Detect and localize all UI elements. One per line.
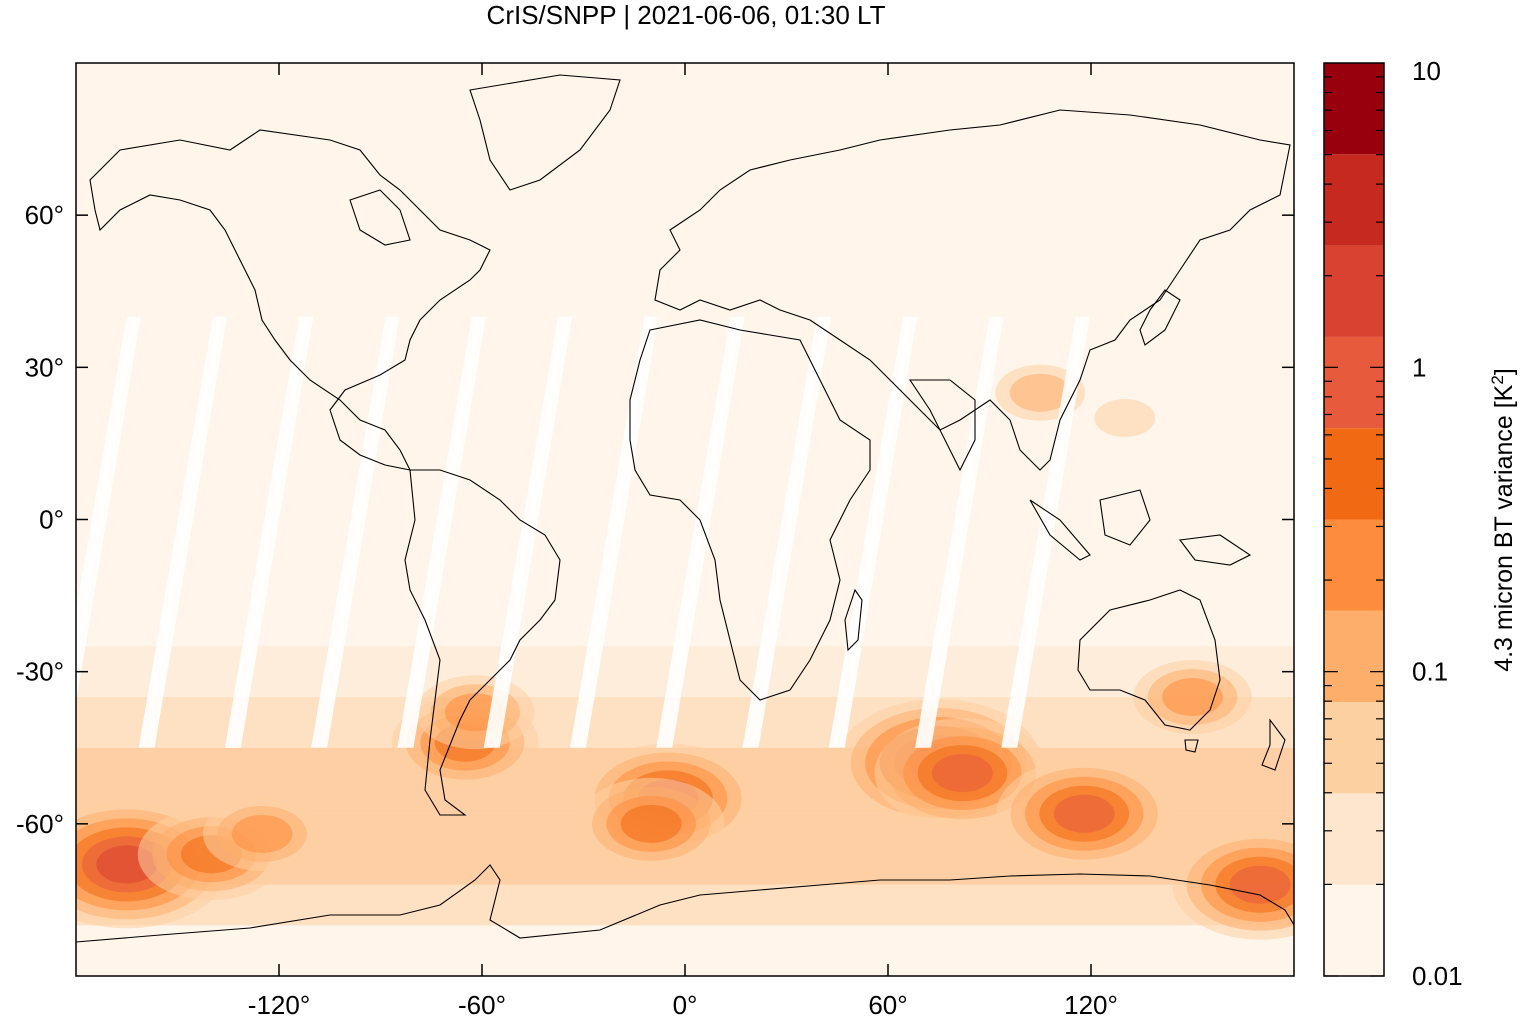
figure-title: CrIS/SNPP | 2021-06-06, 01:30 LT [487,0,886,30]
hotspot [620,804,682,843]
swath-gap [138,316,228,748]
colorbar-frame [1323,62,1385,977]
colorbar-band [1324,884,1384,976]
swath-gaps [76,316,1090,748]
coastline-antarctica [76,864,1294,943]
swath-gap [828,316,918,748]
coastline-europe [654,109,1291,471]
colorbar-band [1324,793,1384,885]
coastline-japan [1139,289,1181,346]
variance-hotspots [76,364,1294,940]
y-tick-label: 0° [39,505,64,535]
hotspot [231,814,293,853]
colorbar-band [1324,610,1384,703]
x-tick-label: -120° [248,990,310,1020]
y-axis: 60° 30° 0° -30° -60° [16,200,1294,839]
x-tick-label: 120° [1064,990,1118,1020]
colorbar-tick-label: 0.01 [1412,961,1463,991]
coastline-hudson-bay [349,189,411,246]
colorbar-band [1324,428,1384,520]
x-tick-label: 60° [868,990,907,1020]
hotspot [1094,399,1156,438]
x-tick-label: -60° [458,990,506,1020]
coastline-new-zealand [1261,718,1286,771]
swath-gap [311,316,400,748]
colorbar-band [1324,519,1384,611]
map-plot [75,62,1295,977]
x-axis: -120° -60° 0° 60° 120° [248,63,1118,1020]
coastline-new-guinea [1178,534,1252,566]
y-tick-label: -30° [16,657,64,687]
coastline-sumatra [1029,499,1091,561]
swath-gap [656,316,745,748]
coastline-south-america [404,469,561,816]
colorbar-band [1324,702,1384,794]
swath-gap [742,316,831,748]
colorbar-band [1324,336,1384,429]
variance-band [76,884,1294,926]
y-tick-label: -60° [16,809,64,839]
coastline-australia [1077,589,1221,731]
variance-band [76,697,1294,748]
swath-gap [76,316,141,703]
coastlines [76,74,1294,943]
x-tick-label: 0° [673,990,698,1020]
swath-gap [1001,316,1090,748]
colorbar-bands [1324,63,1384,976]
coastline-borneo [1099,489,1151,546]
swath-gap [397,316,486,748]
colorbar-ticks: 10 1 0.1 0.01 [1324,56,1463,991]
y-tick-label: 60° [25,200,64,230]
coastline-north-america [89,129,491,471]
colorbar-tick-label: 1 [1412,352,1426,382]
colorbar-label: 4.3 micron BT variance [K2] [1488,368,1519,672]
swath-gap [569,316,659,748]
hotspot [1009,373,1071,412]
hotspot [1162,678,1223,717]
colorbar-tick-label: 0.1 [1412,657,1448,687]
coastline-india [908,379,976,472]
coastline-africa [629,319,871,701]
coastline-madagascar [844,588,863,652]
swath-gap [224,316,314,748]
hotspot [1229,865,1291,904]
colorbar: 10 1 0.1 0.01 4.3 micron BT variance [K2] [1323,56,1519,991]
colorbar-band [1324,245,1384,337]
colorbar-band [1324,63,1384,155]
coastline-tasmania [1184,739,1199,753]
y-tick-label: 30° [25,352,64,382]
coastline-greenland [469,74,621,191]
swath-gap [483,316,573,748]
colorbar-tick-label: 10 [1412,56,1441,86]
swath-gap [915,316,1004,748]
hotspot [932,754,993,793]
hotspot [1053,794,1115,833]
colorbar-band [1324,154,1384,246]
